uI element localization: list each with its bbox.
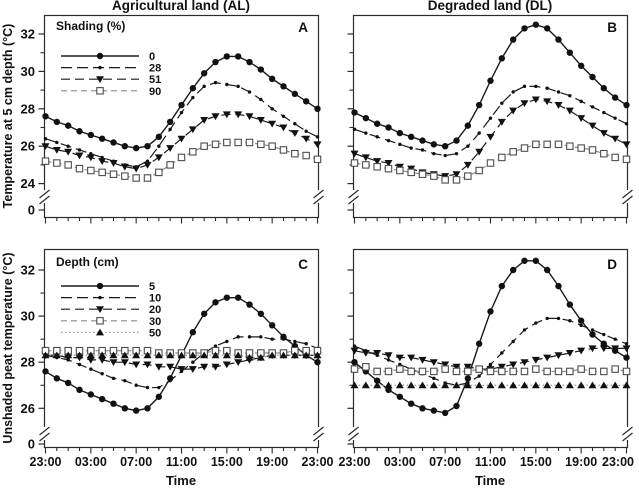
svg-text:03:00: 03:00 — [75, 455, 107, 469]
y-axis-label-temperature-5cm: Temperature at 5 cm depth (°C) — [1, 23, 15, 209]
svg-text:26: 26 — [21, 139, 35, 154]
svg-text:50: 50 — [149, 327, 161, 339]
x-axis-label-time-left: Time — [165, 473, 197, 488]
svg-text:26: 26 — [21, 401, 35, 416]
svg-text:90: 90 — [149, 86, 161, 98]
svg-text:0: 0 — [28, 203, 35, 218]
svg-text:23:00: 23:00 — [302, 455, 334, 469]
svg-text:30: 30 — [149, 316, 161, 328]
svg-text:03:00: 03:00 — [384, 455, 416, 469]
panel-letter-b: B — [607, 20, 617, 35]
svg-text:30: 30 — [21, 309, 35, 324]
panel-letter-a: A — [298, 20, 308, 35]
svg-text:10: 10 — [149, 293, 161, 305]
svg-text:23:00: 23:00 — [602, 455, 634, 469]
svg-text:0: 0 — [28, 437, 35, 452]
svg-text:32: 32 — [21, 263, 35, 278]
svg-text:15:00: 15:00 — [211, 455, 243, 469]
y-axis-label-unshaded-peat: Unshaded peat temperature (°C) — [1, 252, 15, 444]
svg-text:23:00: 23:00 — [339, 455, 371, 469]
svg-text:07:00: 07:00 — [429, 455, 461, 469]
svg-text:20: 20 — [149, 304, 161, 316]
svg-text:28: 28 — [21, 101, 35, 116]
svg-text:07:00: 07:00 — [120, 455, 152, 469]
svg-text:51: 51 — [149, 74, 161, 86]
svg-text:32: 32 — [21, 27, 35, 42]
svg-text:Shading (%): Shading (%) — [56, 19, 125, 33]
svg-text:11:00: 11:00 — [475, 455, 506, 469]
svg-text:23:00: 23:00 — [30, 455, 62, 469]
svg-text:30: 30 — [21, 64, 35, 79]
svg-text:11:00: 11:00 — [166, 455, 197, 469]
svg-text:28: 28 — [149, 63, 161, 75]
svg-text:24: 24 — [21, 176, 36, 191]
panel-letter-c: C — [298, 257, 308, 272]
column-title-degraded-land: Degraded land (DL) — [427, 0, 553, 13]
panel-letter-d: D — [607, 257, 617, 272]
x-axis-label-time-right: Time — [474, 473, 506, 488]
svg-text:15:00: 15:00 — [520, 455, 552, 469]
column-title-agricultural-land: Agricultural land (AL) — [112, 0, 250, 13]
svg-text:0: 0 — [149, 51, 155, 63]
svg-text:5: 5 — [149, 281, 155, 293]
svg-text:Depth (cm): Depth (cm) — [56, 255, 119, 269]
svg-text:28: 28 — [21, 355, 35, 370]
svg-text:19:00: 19:00 — [256, 455, 288, 469]
svg-text:19:00: 19:00 — [565, 455, 597, 469]
